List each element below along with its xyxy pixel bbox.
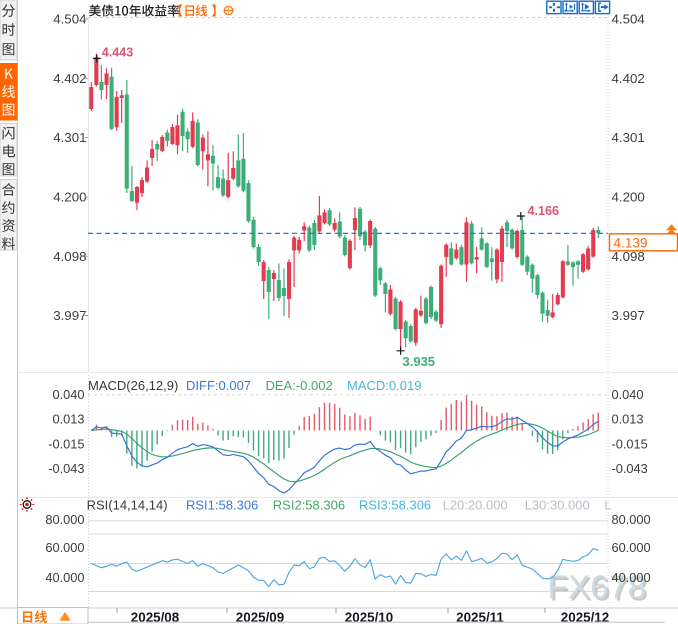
svg-text:80.000: 80.000 [612, 512, 651, 527]
svg-text:80.000: 80.000 [45, 512, 84, 527]
svg-text:2025/09: 2025/09 [236, 610, 284, 624]
svg-text:4.301: 4.301 [612, 130, 645, 145]
svg-text:RSI2:58.306: RSI2:58.306 [273, 498, 345, 513]
svg-text:L30:30.000: L30:30.000 [525, 498, 590, 513]
svg-text:4.504: 4.504 [612, 12, 645, 27]
svg-text:40.000: 40.000 [45, 570, 84, 585]
svg-text:DIFF:0.007: DIFF:0.007 [186, 378, 251, 393]
svg-text:2025/12: 2025/12 [561, 610, 609, 624]
svg-text:40.000: 40.000 [612, 570, 651, 585]
svg-text:FX678: FX678 [550, 571, 649, 608]
svg-text:-0.015: -0.015 [48, 436, 84, 451]
svg-text:0.040: 0.040 [612, 387, 644, 402]
svg-text:4.402: 4.402 [53, 71, 86, 86]
svg-text:4.443: 4.443 [102, 46, 134, 60]
svg-text:DEA:-0.002: DEA:-0.002 [266, 378, 333, 393]
svg-text:0.040: 0.040 [52, 387, 84, 402]
svg-text:4.504: 4.504 [53, 12, 86, 27]
svg-text:RSI1:58.306: RSI1:58.306 [186, 498, 258, 513]
svg-text:L: L [604, 498, 611, 513]
svg-text:-0.043: -0.043 [48, 461, 84, 476]
svg-text:3.997: 3.997 [612, 308, 645, 323]
svg-text:0.013: 0.013 [52, 411, 84, 426]
svg-text:2025/08: 2025/08 [131, 610, 180, 624]
svg-text:4.139: 4.139 [614, 236, 648, 251]
svg-text:2025/10: 2025/10 [345, 610, 393, 624]
svg-text:4.301: 4.301 [53, 130, 86, 145]
svg-text:-0.043: -0.043 [612, 461, 648, 476]
svg-text:L20:20.000: L20:20.000 [443, 498, 508, 513]
svg-text:4.098: 4.098 [612, 249, 645, 264]
svg-text:3.997: 3.997 [53, 308, 86, 323]
svg-text:0.013: 0.013 [612, 411, 644, 426]
svg-text:4.200: 4.200 [53, 190, 86, 205]
svg-text:-0.015: -0.015 [612, 436, 648, 451]
svg-text:4.098: 4.098 [53, 249, 86, 264]
svg-text:RSI3:58.306: RSI3:58.306 [359, 498, 431, 513]
svg-text:60.000: 60.000 [45, 540, 84, 555]
svg-text:RSI(14,14,14): RSI(14,14,14) [87, 498, 168, 513]
svg-text:2025/11: 2025/11 [456, 610, 504, 624]
svg-text:MACD:0.019: MACD:0.019 [347, 378, 421, 393]
svg-text:4.166: 4.166 [528, 204, 560, 218]
svg-text:3.935: 3.935 [403, 354, 436, 369]
svg-text:60.000: 60.000 [612, 540, 651, 555]
svg-text:MACD(26,12,9): MACD(26,12,9) [88, 378, 178, 393]
svg-text:4.402: 4.402 [612, 71, 645, 86]
svg-text:FX678: FX678 [548, 569, 647, 606]
svg-text:4.200: 4.200 [612, 190, 645, 205]
